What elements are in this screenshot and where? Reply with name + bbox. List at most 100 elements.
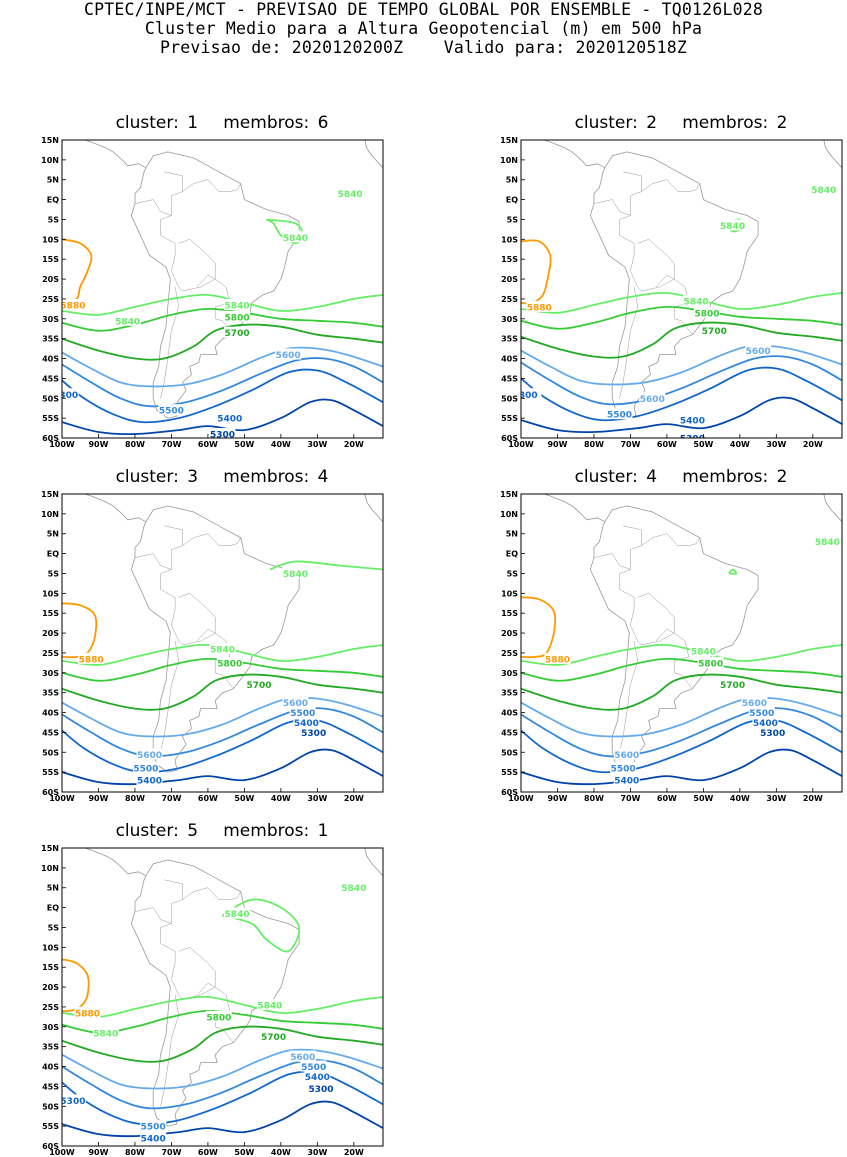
coastline <box>364 140 383 169</box>
contour-5600 <box>521 696 842 738</box>
contour-label-bg <box>216 412 243 424</box>
country-border <box>171 978 234 1043</box>
lon-tick-label: 80W <box>584 440 604 449</box>
country-border <box>637 239 675 280</box>
country-border <box>196 982 216 996</box>
contour-label: 5880 <box>60 301 85 311</box>
contour-label: 5840 <box>115 317 140 327</box>
lon-tick-label: 40W <box>271 440 291 449</box>
coastline <box>83 140 147 169</box>
contour-5800 <box>521 305 842 330</box>
contour-5600 <box>62 696 383 738</box>
map-svg: 5880584058005700560055005400530056005500… <box>500 490 843 803</box>
lat-tick-label: 50S <box>42 1102 59 1111</box>
country-border <box>171 270 234 335</box>
country-border <box>655 628 675 642</box>
cluster-map-3: 5880 5840 5800 5700 5600 5500 5400 5300 5600 5500… <box>41 490 384 803</box>
contour-5500 <box>62 707 383 758</box>
contour-5880 <box>62 958 90 1013</box>
contour-label-bg <box>814 535 841 547</box>
contour-label-bg <box>694 306 721 318</box>
contour-5500 <box>521 355 842 406</box>
contour-label: 5800 <box>217 659 242 669</box>
contour-label: 5500 <box>159 407 184 417</box>
lat-tick-label: 45S <box>42 728 59 737</box>
contour-label: 5400 <box>294 719 319 729</box>
contour-5300 <box>62 398 383 436</box>
contour-5400 <box>521 366 842 422</box>
contour-5400 <box>62 368 383 424</box>
contour-label-bg <box>224 310 251 322</box>
lat-tick-label: 60S <box>501 788 518 797</box>
contour-label: 5840 <box>283 570 308 580</box>
contour-label: 5600 <box>614 751 639 761</box>
country-border <box>207 887 241 900</box>
lat-tick-label: 20S <box>501 275 518 284</box>
contour-label-bg <box>245 678 272 690</box>
lat-tick-label: 5N <box>506 176 518 185</box>
lat-tick-label: 55S <box>501 768 518 777</box>
contour-5700 <box>62 673 383 711</box>
contour-5600 <box>521 344 842 386</box>
contour-label-bg <box>224 907 251 919</box>
contour-label-bg <box>639 392 666 404</box>
lat-tick-label: 15N <box>41 490 59 499</box>
lat-tick-label: 50S <box>501 748 518 757</box>
contour-label: 5840 <box>691 647 716 657</box>
lon-tick-label: 80W <box>584 794 604 803</box>
map-frame <box>61 493 384 793</box>
contour-label-bg <box>610 762 637 774</box>
country-border <box>666 179 700 192</box>
contour-label-bg <box>690 644 717 656</box>
lon-tick-label: 30W <box>766 794 786 803</box>
contour-label: 5300 <box>60 1097 85 1107</box>
country-border <box>178 593 216 634</box>
contour-label: 5840 <box>210 645 235 655</box>
lat-tick-label: 40S <box>42 709 59 718</box>
country-border <box>666 533 700 546</box>
contour-label: 5300 <box>680 435 705 445</box>
lon-tick-label: 100W <box>508 794 534 803</box>
contour-label-bg <box>741 696 768 708</box>
country-border <box>160 286 179 399</box>
contour-label: 5500 <box>290 709 315 719</box>
contour-5840 <box>521 291 842 314</box>
lon-tick-label: 70W <box>161 440 181 449</box>
lat-tick-label: 20S <box>42 275 59 284</box>
lat-tick-label: EQ <box>47 550 59 559</box>
coastline <box>83 494 147 523</box>
lat-tick-label: 15S <box>501 255 518 264</box>
contour-label-bg <box>224 298 251 310</box>
contour-label: 5400 <box>753 719 778 729</box>
contour-5700 <box>62 1025 383 1063</box>
contour-label-bg <box>544 652 571 664</box>
contour-5880 <box>62 238 93 304</box>
lat-tick-label: 15S <box>42 963 59 972</box>
lat-tick-label: 10N <box>41 510 59 519</box>
contour-label: 5800 <box>225 313 250 323</box>
lon-tick-label: 30W <box>307 794 327 803</box>
country-border <box>160 533 208 626</box>
lat-tick-label: 25S <box>42 295 59 304</box>
contour-label: 5800 <box>695 309 720 319</box>
lat-tick-label: 60S <box>42 1142 59 1151</box>
contour-label: 5400 <box>137 777 162 787</box>
country-border <box>619 640 638 753</box>
country-border <box>196 628 216 642</box>
contour-5880 <box>521 596 557 659</box>
contour-label: 5840 <box>283 234 308 244</box>
contour-label: 5840 <box>341 884 366 894</box>
coastline <box>589 151 759 419</box>
panel-title: cluster: 2 membros: 2 <box>574 113 788 133</box>
contour-label: 5300 <box>301 729 326 739</box>
lat-tick-label: 45S <box>42 374 59 383</box>
country-border <box>178 239 216 280</box>
lon-tick-label: 80W <box>125 794 145 803</box>
lat-tick-label: 30S <box>42 315 59 324</box>
contour-label-bg <box>275 348 302 360</box>
map-svg: 5880584058405800570056005500540053005300… <box>41 844 384 1157</box>
country-border <box>207 533 241 546</box>
lon-tick-label: 40W <box>271 794 291 803</box>
contour-5840-tropical <box>222 898 301 953</box>
lon-tick-label: 60W <box>198 794 218 803</box>
